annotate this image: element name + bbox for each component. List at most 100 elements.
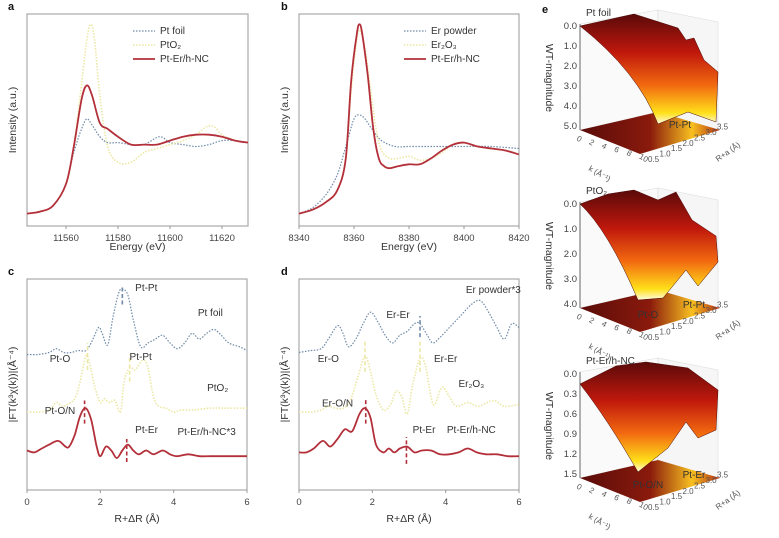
z-tick-label: 4.0 <box>564 101 577 112</box>
z-tick-label: 0.0 <box>564 199 577 210</box>
plot-frame <box>298 278 520 491</box>
k-tick-label: 0 <box>575 312 584 322</box>
peak-label: Er-Er <box>434 354 458 365</box>
r-tick-label: 2.0 <box>683 487 695 496</box>
r-tick-label: 1.5 <box>671 144 683 153</box>
peak-label: Pt-Er <box>413 425 436 436</box>
series-line-er2o3 <box>298 355 520 415</box>
x-tick-label: 6 <box>244 497 249 508</box>
r-tick-label: 1.0 <box>660 150 672 159</box>
y-axis-label: |FT(k³χ(k))|(Å⁻⁴) <box>278 347 291 423</box>
plot-frame <box>26 278 248 491</box>
k-tick-label: 2 <box>588 138 597 148</box>
plot-frame <box>298 13 520 227</box>
panel-letter: d <box>281 266 288 278</box>
z-tick-label: 0.0 <box>564 369 577 380</box>
peak-label: Er-Er <box>386 310 410 321</box>
peak-label: Pt-Er <box>683 470 706 481</box>
series-label: Er powder*3 <box>466 285 521 296</box>
series-label: PtO₂ <box>207 383 228 394</box>
z-axis-label: WT-magnitude <box>543 44 555 112</box>
r-axis-label: R+a (Å) <box>714 140 742 164</box>
x-tick-label: 0 <box>24 497 29 508</box>
z-tick-label: 2.0 <box>564 61 577 72</box>
x-tick-label: 11600 <box>157 233 183 244</box>
r-tick-label: 1.0 <box>660 328 672 337</box>
x-axis-label: Energy (eV) <box>381 241 437 253</box>
legend-label: Pt-Er/h-NC <box>160 54 209 65</box>
x-tick-label: 8380 <box>398 233 419 244</box>
chart-panel-c: c 0 2 4 6 R+ΔR (Å) |FT(k³χ(k))|(Å⁻⁴) Pt foil PtO… <box>6 266 250 525</box>
z-tick-label: 3.0 <box>564 274 577 285</box>
series-label: Pt-Er/h-NC <box>447 425 496 436</box>
z-tick-label: 0.0 <box>564 21 577 32</box>
peak-label: Pt-Er <box>135 425 158 436</box>
r-tick-label: 3.5 <box>717 471 729 480</box>
r-tick-label: 1.0 <box>660 498 672 507</box>
x-tick-label: 11560 <box>53 233 79 244</box>
k-tick-label: 8 <box>625 326 634 336</box>
x-axis-label: R+ΔR (Å) <box>114 512 159 525</box>
series-line-er2o3 <box>298 29 520 215</box>
series-line-pt-foil <box>26 118 249 215</box>
panel-letter: b <box>281 1 288 13</box>
wt-floor-map <box>580 112 720 154</box>
peak-label: Pt-O/N <box>633 480 664 491</box>
k-tick-label: 8 <box>625 496 634 506</box>
wt-surface-plot: 0.0 1.0 2.0 3.0 4.0 5.0 Pt foil WT-magnitude Pt-… <box>543 8 742 184</box>
k-tick-label: 6 <box>613 323 622 333</box>
legend-label: PtO₂ <box>160 40 181 51</box>
k-tick-label: 4 <box>600 489 609 499</box>
peak-label: Er-O <box>318 354 339 365</box>
chart-panel-a: a 11560 11580 11600 11620 Energy (eV) Intensit… <box>7 1 249 253</box>
y-axis-label: |FT(k³χ(k))|(Å⁻⁴) <box>6 347 19 423</box>
legend-label: Pt-Er/h-NC <box>431 54 480 65</box>
chart-panel-e: e 0.0 1.0 2.0 3.0 4.0 5.0 Pt foil WT-magnitude Pt… <box>542 4 742 532</box>
series-line-er-powder <box>298 114 520 215</box>
z-tick-label: 5.0 <box>564 121 577 132</box>
peak-label: Er-O/N <box>322 398 353 409</box>
z-tick-label: 1.0 <box>564 224 577 235</box>
k-axis-label: k (Å⁻¹) <box>587 164 612 184</box>
peak-label: Pt-O <box>638 310 659 321</box>
chart-panel-b: b 8340 8360 8380 8400 8420 Energy (eV) Intensit… <box>279 1 530 253</box>
subplot-title: Pt foil <box>586 8 611 19</box>
x-tick-label: 8400 <box>453 233 474 244</box>
k-tick-label: 8 <box>625 148 634 158</box>
z-axis-label: WT-magnitude <box>543 392 555 460</box>
z-tick-label: 0.6 <box>564 409 577 420</box>
wt-surface-plot: 0.0 1.0 2.0 3.0 4.0 PtO₂ WT-magnitude Pt-O Pt-Pt… <box>543 186 742 362</box>
x-tick-label: 2 <box>370 497 375 508</box>
panel-letter: c <box>8 266 14 278</box>
series-line-pt-er-h-nc-3 <box>26 407 247 460</box>
r-tick-label: 2.0 <box>683 139 695 148</box>
wt-surface <box>579 189 719 301</box>
wt-surface <box>579 13 719 125</box>
x-tick-label: 11580 <box>105 233 131 244</box>
y-axis-label: Intensity (a.u.) <box>279 87 291 154</box>
peak-label: Pt-O/N <box>45 406 76 417</box>
subplot-title: Pt-Er/h-NC <box>586 356 635 367</box>
r-tick-label: 2.5 <box>694 311 706 320</box>
chart-panel-d: d 0 2 4 6 R+ΔR (Å) |FT(k³χ(k))|(Å⁻⁴) Er powder*… <box>278 266 522 525</box>
k-tick-label: 4 <box>600 319 609 329</box>
wt-floor-map <box>580 460 720 502</box>
k-axis-label: k (Å⁻¹) <box>587 512 612 532</box>
r-axis-label: R+a (Å) <box>714 488 742 512</box>
k-tick-label: 0 <box>575 134 584 144</box>
k-tick-label: 2 <box>588 486 597 496</box>
r-tick-label: 2.5 <box>694 481 706 490</box>
series-label: Pt foil <box>198 308 223 319</box>
peak-label: Pt-Pt <box>683 300 705 311</box>
peak-label: Pt-Pt <box>130 352 152 363</box>
y-axis-label: Intensity (a.u.) <box>7 87 19 154</box>
x-axis-label: R+ΔR (Å) <box>386 512 431 525</box>
x-tick-label: 4 <box>443 497 448 508</box>
r-tick-label: 3.0 <box>706 128 718 137</box>
x-tick-label: 0 <box>296 497 301 508</box>
r-tick-label: 0.5 <box>648 155 660 164</box>
z-tick-label: 1.2 <box>564 449 577 460</box>
legend-label: Pt foil <box>160 26 185 37</box>
series-line-pto2 <box>26 354 247 414</box>
